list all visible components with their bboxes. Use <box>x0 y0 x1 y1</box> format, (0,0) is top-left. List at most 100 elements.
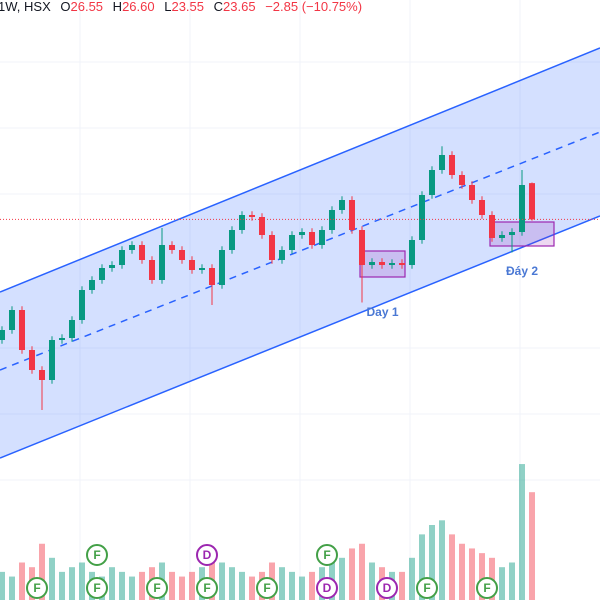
candle-body <box>59 338 65 340</box>
volume-bar <box>79 562 85 600</box>
candle-body <box>119 250 125 265</box>
candle-body <box>429 170 435 195</box>
volume-bar <box>0 571 5 600</box>
event-label: F <box>33 581 40 595</box>
event-marker[interactable] <box>196 544 218 566</box>
volume-bar <box>279 567 285 600</box>
volume-bar <box>219 562 225 600</box>
volume-bar <box>529 492 535 600</box>
volume-bar <box>189 571 195 600</box>
candle-body <box>199 268 205 270</box>
channel-line <box>0 47 600 293</box>
label: H <box>113 0 122 14</box>
event-marker[interactable] <box>476 577 498 599</box>
candle-body <box>519 185 525 232</box>
candle-body <box>79 290 85 320</box>
volume-bar <box>249 576 255 600</box>
volume-bar <box>419 534 425 600</box>
candle-body <box>39 370 45 380</box>
candle-body <box>329 210 335 230</box>
candle-body <box>299 232 305 235</box>
event-marker[interactable] <box>316 577 338 599</box>
candle-body <box>149 260 155 280</box>
channel-fill <box>0 48 600 458</box>
candle-body <box>279 250 285 260</box>
candle-body <box>89 280 95 290</box>
candle-body <box>369 262 375 265</box>
volume-bar <box>459 543 465 600</box>
candle-body <box>239 215 245 230</box>
volume-bar <box>299 576 305 600</box>
volume-bar <box>49 557 55 600</box>
event-label: D <box>203 548 212 562</box>
event-marker[interactable] <box>416 577 438 599</box>
event-marker[interactable] <box>196 577 218 599</box>
candle-body <box>69 320 75 338</box>
volume-bar <box>69 567 75 600</box>
candle-body <box>259 217 265 235</box>
event-label: F <box>153 581 160 595</box>
event-marker[interactable] <box>256 577 278 599</box>
candle-body <box>389 263 395 265</box>
candle-body <box>479 200 485 215</box>
ohlc-legend: 1W, HSX O26.55 H26.60 L23.55 C23.65 −2.8… <box>0 0 362 14</box>
volume-bar <box>9 576 15 600</box>
event-marker[interactable] <box>146 577 168 599</box>
volume-bar <box>109 567 115 600</box>
candle-body <box>0 330 5 340</box>
event-label: F <box>323 548 330 562</box>
candle-body <box>169 245 175 250</box>
candle-body <box>49 340 55 380</box>
label: L <box>164 0 171 14</box>
candle-body <box>269 235 275 260</box>
volume-bar <box>19 562 25 600</box>
candle-body <box>159 245 165 280</box>
label: O <box>60 0 70 14</box>
candle-body <box>509 232 515 235</box>
value: 26.55 <box>71 0 104 14</box>
candle-body <box>319 230 325 245</box>
annotation: Day 1 <box>366 305 398 319</box>
volume-bar <box>169 571 175 600</box>
event-marker[interactable] <box>86 544 108 566</box>
candle-body <box>459 175 465 185</box>
event-marker[interactable] <box>26 577 48 599</box>
event-marker[interactable] <box>86 577 108 599</box>
volume-bar <box>509 562 515 600</box>
event-label: F <box>203 581 210 595</box>
value: 26.60 <box>122 0 155 14</box>
candle-body <box>179 250 185 260</box>
candle-body <box>419 195 425 240</box>
plot: Day 1 Đáy 2 F F F F F D F D F D F F <box>0 47 600 600</box>
volume-bar <box>139 571 145 600</box>
event-label: F <box>423 581 430 595</box>
volume-bar <box>499 567 505 600</box>
candle-body <box>29 350 35 370</box>
event-label: F <box>263 581 270 595</box>
candle-body <box>309 232 315 245</box>
candle-body <box>399 263 405 265</box>
volume-bar <box>209 553 215 600</box>
candle-body <box>379 262 385 265</box>
volume-bar <box>399 571 405 600</box>
volume-bar <box>39 543 45 600</box>
volume-bar <box>439 520 445 600</box>
event-label: D <box>383 581 392 595</box>
candle-body <box>249 215 255 217</box>
candle-body <box>99 268 105 280</box>
change: −2.85 (−10.75%) <box>265 0 362 14</box>
volume-bar <box>239 571 245 600</box>
candle-body <box>209 268 215 285</box>
volume-bar <box>129 576 135 600</box>
volume-bar <box>59 571 65 600</box>
event-marker[interactable] <box>316 544 338 566</box>
candle-body <box>529 183 535 220</box>
label: C <box>214 0 223 14</box>
volume-bar <box>349 548 355 600</box>
candle-body <box>469 185 475 200</box>
event-marker[interactable] <box>376 577 398 599</box>
candle-body <box>19 310 25 350</box>
candle-body <box>219 250 225 285</box>
